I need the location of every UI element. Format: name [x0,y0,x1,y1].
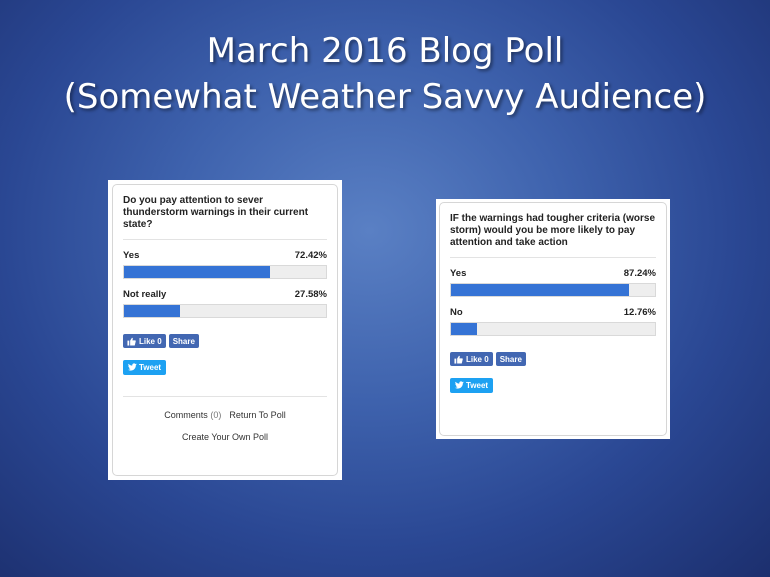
facebook-like-button[interactable]: Like 0 [450,352,493,366]
create-your-own-poll-link[interactable]: Create Your Own Poll [181,432,269,442]
poll-footer: Comments (0) Return To Poll Create Your … [123,396,327,443]
poll-question: Do you pay attention to sever thundersto… [123,195,327,240]
result-bar-track [450,283,656,297]
option-percent: 12.76% [623,307,656,318]
tweet-label: Tweet [466,380,489,390]
slide-title-line-1: March 2016 Blog Poll [206,31,564,71]
poll-option-no: No 12.76% [450,307,656,336]
poll-screenshot-left: Do you pay attention to sever thundersto… [108,180,342,480]
option-label: Yes [450,268,467,279]
thumbs-up-icon [454,355,463,364]
option-percent: 27.58% [294,289,327,300]
tweet-label: Tweet [139,362,162,372]
option-percent: 72.42% [294,250,327,261]
comments-link[interactable]: Comments [164,410,208,420]
slide-title-line-2: (Somewhat Weather Savvy Audience) [63,77,707,117]
option-label: No [450,307,463,318]
result-bar-track [123,265,327,279]
poll-question: IF the warnings had tougher criteria (wo… [450,213,656,258]
poll-option-not-really: Not really 27.58% [123,289,327,318]
result-bar-track [450,322,656,336]
poll-option-yes: Yes 72.42% [123,250,327,279]
tweet-button[interactable]: Tweet [123,359,167,375]
result-bar-fill [451,323,478,335]
poll-screenshot-right: IF the warnings had tougher criteria (wo… [436,199,670,439]
result-bar-track [123,304,327,318]
result-bar-fill [124,305,180,317]
slide-title: March 2016 Blog Poll (Somewhat Weather S… [0,28,770,120]
thumbs-up-icon [127,337,136,346]
comments-count: (0) [210,410,222,420]
share-label: Share [172,336,195,346]
share-label: Share [499,354,522,364]
poll-option-yes: Yes 87.24% [450,268,656,297]
option-label: Yes [123,250,140,261]
poll-card: IF the warnings had tougher criteria (wo… [439,202,667,436]
option-percent: 87.24% [623,268,656,279]
result-bar-fill [124,266,271,278]
facebook-share-button[interactable]: Share [168,334,199,348]
poll-card: Do you pay attention to sever thundersto… [112,184,338,476]
twitter-bird-icon [128,363,137,371]
twitter-bird-icon [455,381,464,389]
social-buttons: Like 0 Share [450,352,656,366]
facebook-share-button[interactable]: Share [495,352,526,366]
tweet-button[interactable]: Tweet [450,377,494,393]
facebook-like-button[interactable]: Like 0 [123,334,166,348]
option-label: Not really [123,289,167,300]
result-bar-fill [451,284,629,296]
return-to-poll-link[interactable]: Return To Poll [229,410,286,420]
like-label: Like 0 [466,354,489,364]
social-buttons: Like 0 Share [123,334,327,348]
like-label: Like 0 [139,336,162,346]
